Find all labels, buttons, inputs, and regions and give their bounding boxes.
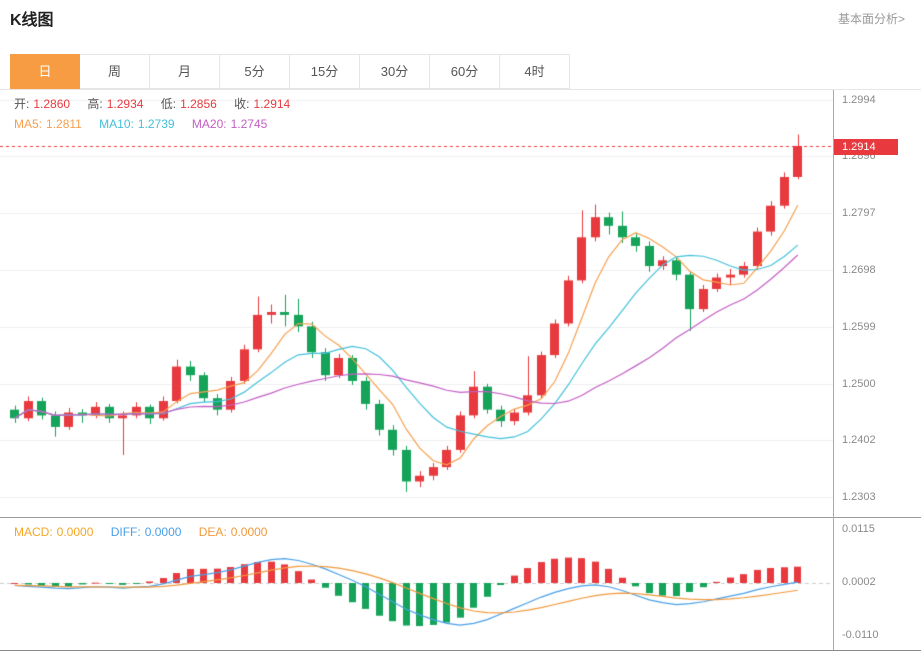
tab-4hour[interactable]: 4时 bbox=[500, 54, 570, 89]
close-value: 1.2914 bbox=[253, 97, 291, 111]
fundamental-analysis-link[interactable]: 基本面分析> bbox=[837, 12, 905, 26]
close-label: 收: bbox=[234, 97, 250, 111]
high-label: 高: bbox=[87, 97, 103, 111]
dea-label: DEA: bbox=[198, 525, 227, 539]
tab-15min[interactable]: 15分 bbox=[290, 54, 360, 89]
ma10-value: 1.2739 bbox=[137, 117, 175, 131]
tab-day[interactable]: 日 bbox=[10, 54, 80, 89]
price-axis-label: 1.2797 bbox=[842, 207, 876, 220]
macd-axis-label: 0.0115 bbox=[842, 523, 875, 536]
macd-chart-canvas[interactable] bbox=[0, 518, 833, 650]
open-label: 开: bbox=[14, 97, 30, 111]
macd-axis-label: 0.0002 bbox=[842, 576, 876, 589]
open-value: 1.2860 bbox=[33, 97, 71, 111]
ma5-value: 1.2811 bbox=[46, 117, 82, 131]
macd-label: MACD: bbox=[14, 525, 53, 539]
candlestick-chart-canvas[interactable] bbox=[0, 90, 833, 517]
ohlc-legend: 开: 1.2860 高: 1.2934 低: 1.2856 收: 1.2914 bbox=[14, 96, 304, 112]
price-axis-label: 1.2402 bbox=[842, 434, 876, 447]
tab-week[interactable]: 周 bbox=[80, 54, 150, 89]
ma10-label: MA10: bbox=[99, 117, 134, 131]
ma20-value: 1.2745 bbox=[230, 117, 268, 131]
page-title: K线图 bbox=[10, 12, 54, 29]
panel-divider bbox=[0, 517, 921, 518]
macd-value: 0.0000 bbox=[56, 525, 94, 539]
diff-value: 0.0000 bbox=[144, 525, 182, 539]
price-axis-label: 1.2698 bbox=[842, 264, 876, 277]
ma-legend: MA5: 1.2811 MA10: 1.2739 MA20: 1.2745 bbox=[14, 116, 281, 132]
chart-area: 开: 1.2860 高: 1.2934 低: 1.2856 收: 1.2914 MA5:… bbox=[0, 90, 921, 651]
low-label: 低: bbox=[160, 97, 177, 111]
tab-60min[interactable]: 60分 bbox=[430, 54, 500, 89]
widget-header: K线图 基本面分析> bbox=[0, 0, 921, 54]
tab-30min[interactable]: 30分 bbox=[360, 54, 430, 89]
price-axis-label: 1.2994 bbox=[842, 94, 876, 106]
ma5-label: MA5: bbox=[14, 117, 43, 131]
macd-axis-label: -0.0110 bbox=[842, 628, 879, 641]
price-axis: 1.2914 1.2994 1.2896 1.2797 1.2698 1.2599 1.2… bbox=[833, 90, 921, 650]
macd-legend: MACD: 0.0000 DIFF: 0.0000 DEA: 0.0000 bbox=[14, 524, 281, 540]
ma20-label: MA20: bbox=[191, 117, 227, 131]
current-price-tag: 1.2914 bbox=[834, 138, 898, 155]
high-value: 1.2934 bbox=[106, 97, 144, 111]
tab-5min[interactable]: 5分 bbox=[220, 54, 290, 89]
period-tabs: 日 周 月 5分 15分 30分 60分 4时 bbox=[0, 54, 921, 90]
low-value: 1.2856 bbox=[180, 97, 217, 111]
price-axis-label: 1.2500 bbox=[842, 377, 876, 390]
diff-label: DIFF: bbox=[110, 525, 141, 539]
tab-month[interactable]: 月 bbox=[150, 54, 220, 89]
price-axis-label: 1.2303 bbox=[842, 491, 876, 503]
dea-value: 0.0000 bbox=[230, 525, 268, 539]
price-axis-label: 1.2599 bbox=[842, 320, 876, 333]
